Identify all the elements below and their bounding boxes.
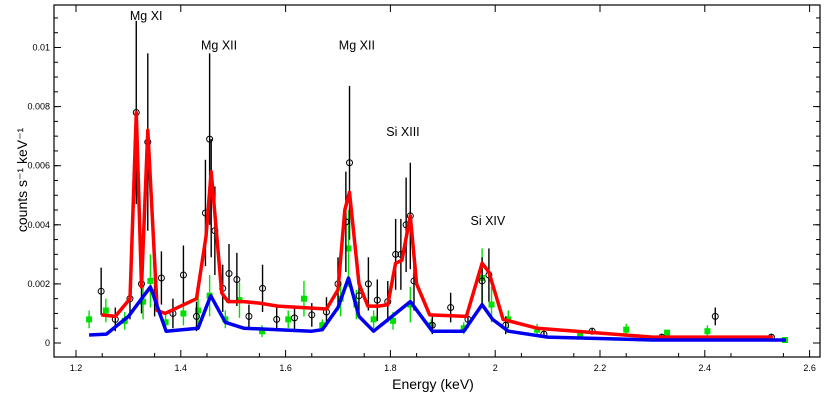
point-marker bbox=[428, 322, 435, 329]
green-data-point bbox=[259, 325, 266, 338]
point-marker bbox=[577, 331, 584, 338]
black-data-point bbox=[392, 218, 400, 290]
x-tick-label: 1.6 bbox=[279, 363, 292, 373]
y-tick-label: 0.01 bbox=[32, 43, 50, 53]
point-marker bbox=[233, 275, 241, 283]
green-data-point bbox=[664, 329, 671, 336]
green-data-point bbox=[140, 283, 147, 320]
point-marker bbox=[390, 317, 397, 324]
point-marker bbox=[346, 159, 354, 167]
point-marker bbox=[157, 274, 165, 282]
point-marker bbox=[259, 328, 266, 335]
point-marker bbox=[447, 304, 455, 312]
black-data-point bbox=[225, 244, 233, 304]
point-marker bbox=[704, 328, 711, 335]
point-marker bbox=[300, 295, 307, 302]
black-data-point bbox=[179, 245, 187, 305]
y-tick-label: 0.006 bbox=[27, 161, 50, 171]
point-marker bbox=[140, 298, 147, 305]
x-tick-label: 1.8 bbox=[384, 363, 397, 373]
point-marker bbox=[147, 277, 154, 284]
point-marker bbox=[245, 312, 253, 320]
point-marker bbox=[623, 326, 630, 333]
point-marker bbox=[711, 312, 719, 320]
black-data-point bbox=[346, 85, 354, 240]
black-data-point bbox=[193, 301, 201, 332]
x-tick-label: 1.2 bbox=[70, 363, 83, 373]
y-tick-label: 0.008 bbox=[27, 102, 50, 112]
y-tick-label: 0.004 bbox=[27, 220, 50, 230]
red-model-line bbox=[101, 110, 773, 339]
point-marker bbox=[407, 301, 414, 308]
x-tick-label: 2 bbox=[493, 363, 498, 373]
point-marker bbox=[273, 315, 281, 323]
point-marker bbox=[97, 287, 105, 295]
line-annotation: Mg XII bbox=[339, 39, 375, 53]
green-data-point bbox=[285, 310, 292, 329]
green-data-point bbox=[407, 286, 414, 323]
point-marker bbox=[259, 284, 267, 292]
black-data-point bbox=[245, 304, 253, 329]
line-annotation: Mg XII bbox=[201, 39, 237, 53]
black-data-point bbox=[447, 292, 455, 323]
point-marker bbox=[179, 271, 187, 279]
point-marker bbox=[319, 322, 326, 329]
point-marker bbox=[488, 301, 495, 308]
point-marker bbox=[345, 245, 352, 252]
point-marker bbox=[225, 270, 233, 278]
point-marker bbox=[285, 316, 292, 323]
green-data-point bbox=[370, 310, 377, 329]
black-data-point bbox=[169, 298, 177, 329]
green-data-point bbox=[86, 310, 93, 329]
point-marker bbox=[206, 135, 214, 143]
black-data-point bbox=[233, 252, 241, 307]
point-marker bbox=[291, 314, 299, 322]
line-annotation: Si XIV bbox=[470, 214, 505, 228]
x-tick-label: 2.6 bbox=[803, 363, 816, 373]
green-data-point bbox=[102, 298, 109, 323]
point-marker bbox=[478, 277, 486, 285]
blue-model-line bbox=[89, 276, 786, 342]
point-marker bbox=[195, 307, 202, 314]
green-data-point bbox=[300, 280, 307, 317]
plot-frame bbox=[53, 4, 821, 358]
line-annotation: Si XIII bbox=[386, 125, 419, 139]
point-marker bbox=[162, 319, 169, 326]
green-data-point bbox=[195, 295, 202, 326]
point-marker bbox=[364, 280, 372, 288]
point-marker bbox=[373, 296, 381, 304]
black-data-point bbox=[364, 257, 372, 311]
x-tick-label: 2.2 bbox=[594, 363, 607, 373]
green-data-point bbox=[704, 325, 711, 338]
point-marker bbox=[308, 311, 316, 319]
x-axis-label: Energy (keV) bbox=[392, 376, 474, 392]
point-marker bbox=[664, 329, 671, 336]
line-annotation: Mg XI bbox=[130, 9, 163, 23]
y-axis-label: counts s⁻¹ keV⁻¹ bbox=[14, 128, 30, 233]
black-data-point bbox=[711, 307, 719, 326]
black-data-point bbox=[97, 267, 105, 315]
point-marker bbox=[86, 316, 93, 323]
black-data-point bbox=[291, 306, 299, 330]
x-tick-label: 2.4 bbox=[699, 363, 712, 373]
black-data-point bbox=[157, 251, 165, 305]
point-marker bbox=[180, 310, 187, 317]
green-data-point bbox=[147, 254, 154, 308]
y-tick-label: 0 bbox=[45, 338, 50, 348]
black-data-point bbox=[273, 307, 281, 332]
y-tick-label: 0.002 bbox=[27, 279, 50, 289]
x-tick-label: 1.4 bbox=[175, 363, 188, 373]
point-marker bbox=[392, 250, 400, 258]
black-data-point bbox=[373, 279, 381, 321]
point-marker bbox=[193, 312, 201, 320]
point-marker bbox=[102, 307, 109, 314]
point-marker bbox=[370, 316, 377, 323]
